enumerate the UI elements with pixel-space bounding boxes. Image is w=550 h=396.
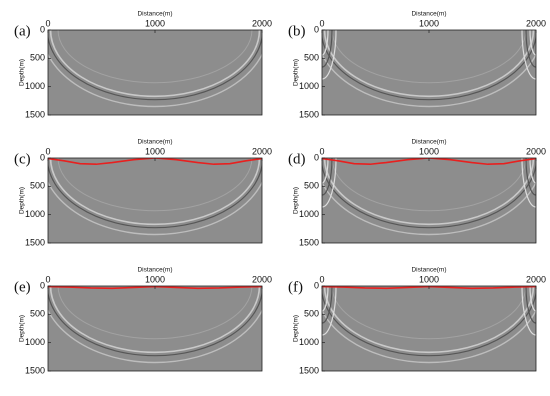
y-tick-label: 1500 [299, 365, 319, 375]
reflection-arc [322, 52, 536, 108]
panel-label: (e) [14, 279, 31, 295]
reflection-arc [322, 180, 536, 236]
x-tick-label: 2000 [526, 18, 546, 28]
y-tick-label: 0 [40, 24, 45, 34]
y-tick-label: 1000 [25, 81, 45, 91]
y-axis-label: Depth(m) [19, 315, 26, 342]
reflection-arc [57, 30, 253, 84]
y-tick-label: 1000 [299, 81, 319, 91]
panel: (e) Distance(m) Depth(m) 0 1000 2000 0 500 1000 1… [14, 267, 272, 376]
y-tick-label: 1500 [25, 109, 45, 119]
panel: (d) Distance(m) Depth(m) 0 1000 2000 0 500 1000 1… [288, 139, 546, 248]
y-tick-label: 1500 [299, 237, 319, 247]
panel: (c) Distance(m) Depth(m) 0 1000 2000 0 500 1000 1… [14, 139, 272, 248]
y-tick-label: 500 [30, 53, 45, 63]
x-tick-label: 1000 [145, 274, 165, 284]
seismic-image [48, 158, 262, 243]
y-tick-label: 500 [30, 181, 45, 191]
surface-line [48, 158, 262, 166]
reflection-arc [48, 52, 262, 108]
reflection-arc [48, 180, 262, 236]
reflection-arc [48, 287, 262, 357]
y-tick-label: 1000 [25, 209, 45, 219]
y-tick-label: 1000 [25, 337, 45, 347]
reflections [322, 30, 536, 108]
seismic-image [322, 158, 536, 243]
y-tick-label: 0 [40, 280, 45, 290]
y-axis-label: Depth(m) [19, 59, 26, 86]
seismic-image [48, 30, 262, 115]
panel: (b) Distance(m) Depth(m) 0 1000 2000 0 500 1000 1… [288, 11, 546, 120]
x-tick-label: 1000 [145, 146, 165, 156]
x-tick-label: 0 [45, 146, 50, 156]
x-axis-label: Distance(m) [411, 11, 446, 18]
y-tick-label: 1500 [299, 109, 319, 119]
y-tick-label: 500 [304, 309, 319, 319]
x-axis-label: Distance(m) [137, 11, 172, 18]
reflection-arc [331, 30, 527, 84]
x-axis-label: Distance(m) [411, 139, 446, 146]
y-tick-label: 500 [304, 181, 319, 191]
y-axis-label: Depth(m) [293, 315, 300, 342]
y-tick-label: 1000 [299, 209, 319, 219]
reflection-arc [49, 286, 261, 354]
panel-label: (d) [288, 151, 306, 167]
seismic-image [322, 30, 536, 115]
x-tick-label: 1000 [145, 18, 165, 28]
panel: (f) Distance(m) Depth(m) 0 1000 2000 0 500 1000 1… [288, 267, 546, 376]
reflection-arc [323, 158, 535, 226]
x-axis-label: Distance(m) [411, 267, 446, 274]
x-axis-label: Distance(m) [137, 139, 172, 146]
reflection-arc [48, 159, 262, 229]
x-tick-label: 1000 [419, 146, 439, 156]
x-tick-label: 1000 [419, 18, 439, 28]
surface-line [322, 158, 536, 166]
y-tick-label: 1500 [25, 237, 45, 247]
seismic-image [322, 286, 536, 371]
panel-label: (f) [288, 279, 303, 295]
x-tick-label: 0 [319, 146, 324, 156]
x-tick-label: 0 [319, 274, 324, 284]
panel-label: (a) [14, 23, 31, 39]
x-tick-label: 1000 [419, 274, 439, 284]
reflection-arc [322, 308, 536, 364]
y-axis-label: Depth(m) [293, 187, 300, 214]
x-tick-label: 2000 [252, 18, 272, 28]
x-tick-label: 0 [45, 274, 50, 284]
y-tick-label: 500 [304, 53, 319, 63]
y-tick-label: 1000 [299, 337, 319, 347]
y-tick-label: 500 [30, 309, 45, 319]
y-tick-label: 0 [40, 152, 45, 162]
y-tick-label: 0 [314, 24, 319, 34]
panel: (a) Distance(m) Depth(m) 0 1000 2000 0 500 1000 1… [14, 11, 272, 120]
reflection-arc [48, 308, 262, 364]
x-tick-label: 2000 [252, 274, 272, 284]
x-tick-label: 0 [45, 18, 50, 28]
reflection-arc [323, 286, 535, 354]
y-tick-label: 0 [314, 152, 319, 162]
reflection-arc [322, 159, 536, 229]
reflection-arc [48, 31, 262, 101]
y-tick-label: 0 [314, 280, 319, 290]
y-axis-label: Depth(m) [19, 187, 26, 214]
x-tick-label: 2000 [526, 146, 546, 156]
panel-label: (c) [14, 151, 31, 167]
reflection-arc [323, 30, 535, 98]
reflection-arc [49, 30, 261, 98]
reflection-arc [322, 31, 536, 101]
reflection-arc [322, 287, 536, 357]
seismic-image [48, 286, 262, 371]
x-tick-label: 2000 [252, 146, 272, 156]
y-axis-label: Depth(m) [293, 59, 300, 86]
x-axis-label: Distance(m) [137, 267, 172, 274]
x-tick-label: 0 [319, 18, 324, 28]
x-tick-label: 2000 [526, 274, 546, 284]
reflection-arc [49, 158, 261, 226]
reflections [48, 30, 262, 108]
panel-label: (b) [288, 23, 306, 39]
y-tick-label: 1500 [25, 365, 45, 375]
